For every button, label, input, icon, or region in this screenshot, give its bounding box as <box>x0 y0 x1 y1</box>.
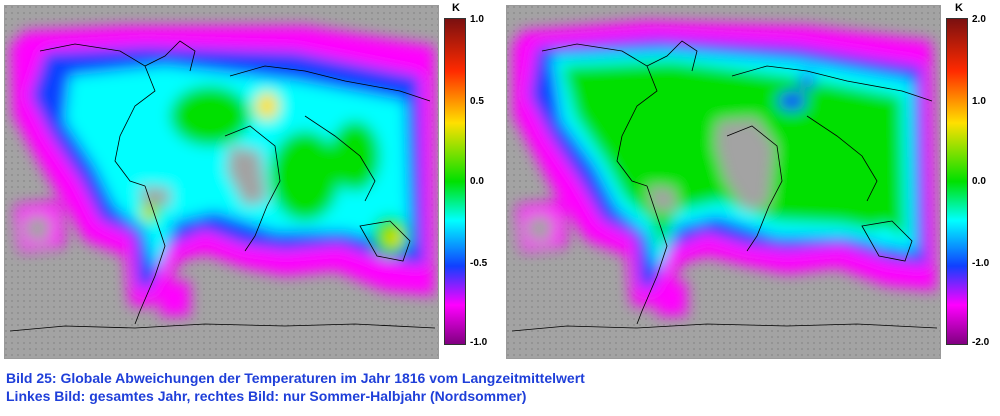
colorbar-unit-label: K <box>452 2 460 14</box>
figure-caption-line1: Bild 25: Globale Abweichungen der Temper… <box>6 370 585 386</box>
temperature-anomaly-map-annual <box>4 5 439 359</box>
colorbar-gradient <box>946 18 968 345</box>
colorbar-tick: 0.0 <box>470 176 484 187</box>
colorbar-tick: 0.5 <box>470 96 484 107</box>
anomaly-field-annual <box>10 26 435 316</box>
colorbar-tick: -1.0 <box>470 337 488 348</box>
colorbar-tick: -0.5 <box>470 258 488 269</box>
colorbar-tick: 1.0 <box>972 96 986 107</box>
colorbar-tick: 2.0 <box>972 14 986 25</box>
figure-caption-line2: Linkes Bild: gesamtes Jahr, rechtes Bild… <box>6 388 527 404</box>
coastlines <box>511 40 938 332</box>
coastlines <box>9 40 436 332</box>
anomaly-field-summer <box>512 21 937 316</box>
colorbar-tick: 1.0 <box>470 14 484 25</box>
temperature-anomaly-map-summer <box>506 5 941 359</box>
colorbar-gradient <box>444 18 466 345</box>
colorbar-tick: 0.0 <box>972 176 986 187</box>
colorbar-unit-label: K <box>955 2 963 14</box>
colorbar-tick: -2.0 <box>972 337 990 348</box>
colorbar-tick: -1.0 <box>972 258 990 269</box>
